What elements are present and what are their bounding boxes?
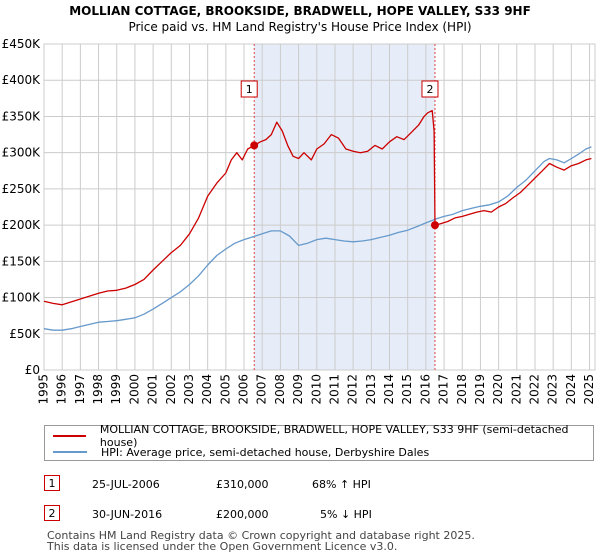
series-lines — [43, 109, 592, 331]
x-tick-label: 2005 — [218, 374, 232, 405]
y-tick-label: £0 — [25, 363, 40, 377]
x-tick-label: 1997 — [73, 374, 87, 405]
x-tick-label: 2017 — [437, 374, 451, 405]
legend-label-hpi: HPI: Average price, semi-detached house,… — [101, 445, 430, 459]
y-tick-label: £300K — [2, 146, 42, 160]
x-tick-label: 2016 — [418, 374, 432, 405]
legend-item-property: MOLLIAN COTTAGE, BROOKSIDE, BRADWELL, HO… — [53, 423, 593, 449]
x-tick-label: 2001 — [146, 374, 160, 405]
legend-swatch-hpi — [53, 451, 87, 453]
property-series-line — [43, 109, 592, 306]
x-tick-label: 1999 — [109, 374, 123, 405]
hpi-series-line — [43, 146, 592, 331]
ownership-period-highlight — [254, 44, 435, 370]
x-tick-label: 2013 — [364, 374, 378, 405]
x-tick-label: 1996 — [55, 374, 69, 405]
sale-point — [250, 141, 259, 150]
transaction-badge: 2 — [44, 505, 60, 521]
y-tick-label: £50K — [9, 327, 41, 341]
x-tick-label: 2025 — [582, 374, 596, 405]
x-tick-label: 2000 — [127, 374, 141, 405]
x-tick-label: 2022 — [527, 374, 541, 405]
transaction-badge: 1 — [44, 475, 60, 491]
legend-label-property: MOLLIAN COTTAGE, BROOKSIDE, BRADWELL, HO… — [99, 423, 569, 449]
marker-label-box — [421, 80, 439, 98]
x-tick-label: 1998 — [91, 374, 105, 405]
chart-title: MOLLIAN COTTAGE, BROOKSIDE, BRADWELL, HO… — [69, 4, 531, 18]
footer-line-1: Contains HM Land Registry data © Crown c… — [47, 529, 475, 542]
grid-lines — [43, 43, 595, 371]
legend-swatch-property — [53, 435, 86, 437]
x-tick-label: 2015 — [400, 374, 414, 405]
marker-label: 2 — [426, 83, 433, 96]
x-tick-label: 2014 — [382, 374, 396, 405]
y-tick-label: £150K — [2, 254, 42, 268]
y-tick-label: £450K — [2, 37, 42, 51]
x-tick-label: 2018 — [455, 374, 469, 405]
chart-subtitle: Price paid vs. HM Land Registry's House … — [128, 20, 472, 34]
y-tick-label: £350K — [2, 109, 42, 123]
footer: Contains HM Land Registry data © Crown c… — [47, 530, 475, 552]
marker-label: 1 — [246, 83, 253, 96]
transaction-hpi-change: 68% ↑ HPI — [312, 478, 371, 491]
y-tick-label: £200K — [2, 218, 42, 232]
x-tick-label: 2002 — [164, 374, 178, 405]
x-tick-label: 2012 — [346, 374, 360, 405]
transaction-date: 25-JUL-2006 — [92, 478, 160, 491]
sale-point — [430, 221, 439, 230]
transaction-row: 2 30-JUN-2016 £200,000 5% ↓ HPI — [44, 505, 594, 525]
transaction-hpi-change: 5% ↓ HPI — [320, 508, 372, 521]
x-tick-label: 2020 — [491, 374, 505, 405]
y-axis: £0 £50K £100K £150K £200K £250K £300K £350K £400… — [2, 37, 42, 377]
legend: MOLLIAN COTTAGE, BROOKSIDE, BRADWELL, HO… — [44, 423, 594, 461]
x-tick-label: 1995 — [37, 374, 51, 405]
x-tick-label: 2011 — [327, 374, 341, 405]
x-tick-label: 2006 — [237, 374, 251, 405]
x-tick-label: 2003 — [182, 374, 196, 405]
transaction-row: 1 25-JUL-2006 £310,000 68% ↑ HPI — [44, 475, 594, 495]
transaction-price: £310,000 — [216, 478, 269, 491]
y-tick-label: £250K — [2, 182, 42, 196]
price-chart: £0 £50K £100K £150K £200K £250K £300K £350K £400… — [2, 37, 597, 405]
transaction-price: £200,000 — [216, 508, 269, 521]
transaction-date: 30-JUN-2016 — [92, 508, 163, 521]
x-tick-label: 2004 — [200, 374, 214, 405]
x-tick-label: 2008 — [273, 374, 287, 405]
legend-item-hpi: HPI: Average price, semi-detached house,… — [53, 444, 429, 460]
marker-label-box — [240, 80, 258, 98]
x-tick-label: 2007 — [255, 374, 269, 405]
x-tick-label: 2021 — [509, 374, 523, 405]
x-tick-label: 2023 — [546, 374, 560, 405]
footer-line-2: This data is licensed under the Open Gov… — [47, 540, 398, 553]
y-tick-label: £400K — [2, 73, 42, 87]
x-axis: 1995 1996 1997 1998 1999 2000 2001 2002 2003 2004… — [37, 374, 597, 405]
x-tick-label: 2024 — [564, 374, 578, 405]
x-tick-label: 2010 — [309, 374, 323, 405]
y-tick-label: £100K — [2, 291, 42, 305]
x-tick-label: 2009 — [291, 374, 305, 405]
x-tick-label: 2019 — [473, 374, 487, 405]
